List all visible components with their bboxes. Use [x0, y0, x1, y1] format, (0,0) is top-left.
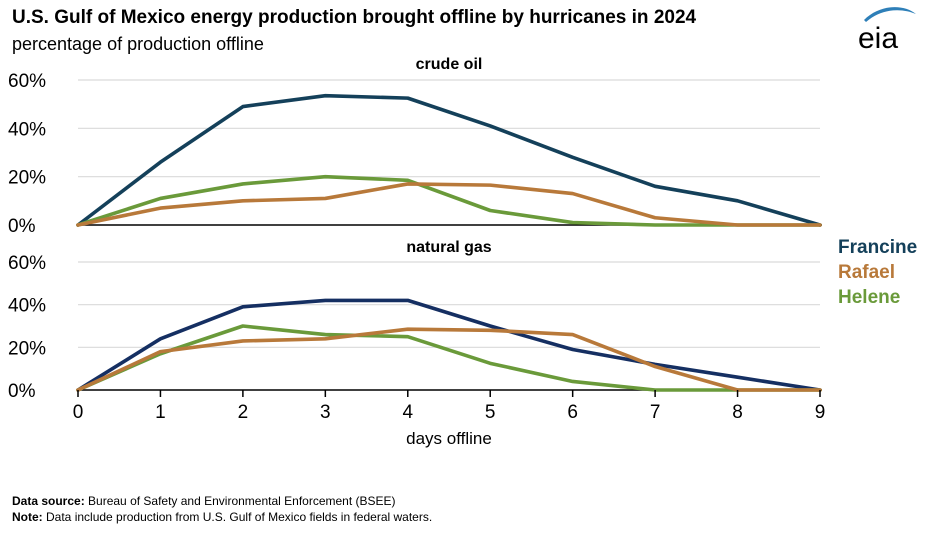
legend: Francine Rafael Helene — [838, 235, 917, 310]
x-tick-label: 2 — [238, 402, 249, 423]
panel-title: natural gas — [406, 239, 491, 256]
series-line-rafael — [76, 182, 822, 227]
legend-item-francine: Francine — [838, 237, 918, 258]
y-tick-label: 20% — [8, 168, 46, 189]
note-line: Note: Data include production from U.S. … — [12, 510, 433, 524]
series-line-helene — [76, 174, 822, 227]
footer: Data source: Bureau of Safety and Enviro… — [12, 493, 432, 525]
chart-subtitle: percentage of production offline — [12, 34, 264, 54]
panel-title: crude oil — [416, 56, 483, 73]
y-tick-label: 0% — [8, 216, 36, 237]
y-tick-label: 40% — [8, 296, 46, 317]
legend-item-rafael: Rafael — [838, 262, 896, 283]
x-tick-label: 8 — [732, 402, 743, 423]
x-tick-label: 9 — [815, 402, 826, 423]
x-tick-label: 5 — [485, 402, 496, 423]
x-tick-label: 4 — [402, 402, 413, 423]
legend-item-helene: Helene — [838, 287, 901, 308]
y-tick-label: 60% — [8, 253, 46, 274]
chart-title: U.S. Gulf of Mexico energy production br… — [12, 7, 697, 28]
series-line-francine — [76, 93, 822, 227]
eia-logo-swoosh — [864, 7, 916, 22]
x-axis-label: days offline — [406, 429, 492, 448]
x-tick-label: 7 — [650, 402, 661, 423]
y-tick-label: 20% — [8, 338, 46, 359]
series-line-francine — [76, 298, 822, 392]
y-tick-label: 60% — [8, 71, 46, 92]
series-line-helene — [76, 324, 822, 392]
x-tick-label: 3 — [320, 402, 331, 423]
eia-logo: eia — [858, 7, 916, 52]
series-line-rafael — [76, 327, 822, 392]
x-tick-label: 1 — [155, 402, 166, 423]
eia-logo-text: eia — [858, 22, 898, 52]
x-tick-label: 0 — [73, 402, 84, 423]
data-source-line: Data source: Bureau of Safety and Enviro… — [12, 494, 396, 508]
y-tick-label: 40% — [8, 119, 46, 140]
x-tick-label: 6 — [567, 402, 578, 423]
y-tick-label: 0% — [8, 381, 36, 402]
